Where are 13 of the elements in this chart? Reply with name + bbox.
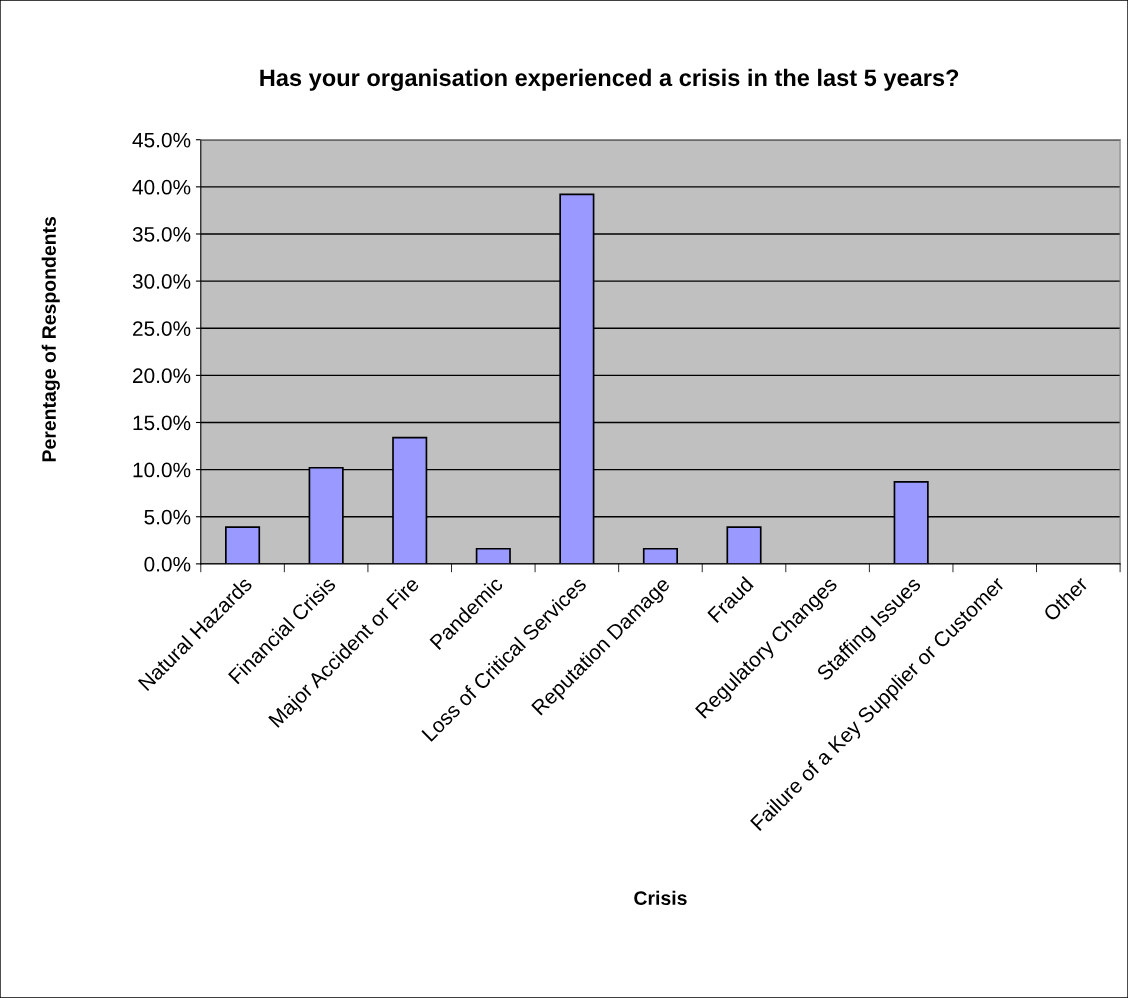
y-tick-label: 20.0% xyxy=(133,368,191,384)
y-tick-label: 25.0% xyxy=(133,321,191,336)
y-tick-label: 45.0% xyxy=(132,132,191,148)
chart-title: Has your organisation experienced a crisis in the last 5 years? xyxy=(260,68,959,91)
y-tick-label: 15.0% xyxy=(133,415,191,431)
y-tick-label: 40.0% xyxy=(132,179,191,195)
y-axis-title: Perentage of Respondents xyxy=(41,216,60,462)
x-axis-title: Crisis xyxy=(634,890,687,905)
y-tick-label: 35.0% xyxy=(132,226,191,242)
y-tick-label: 30.0% xyxy=(132,274,191,289)
y-tick-label: 10.0% xyxy=(133,462,191,478)
y-tick-label: 5.0% xyxy=(144,509,191,525)
y-tick-label: 0.0% xyxy=(144,556,191,572)
